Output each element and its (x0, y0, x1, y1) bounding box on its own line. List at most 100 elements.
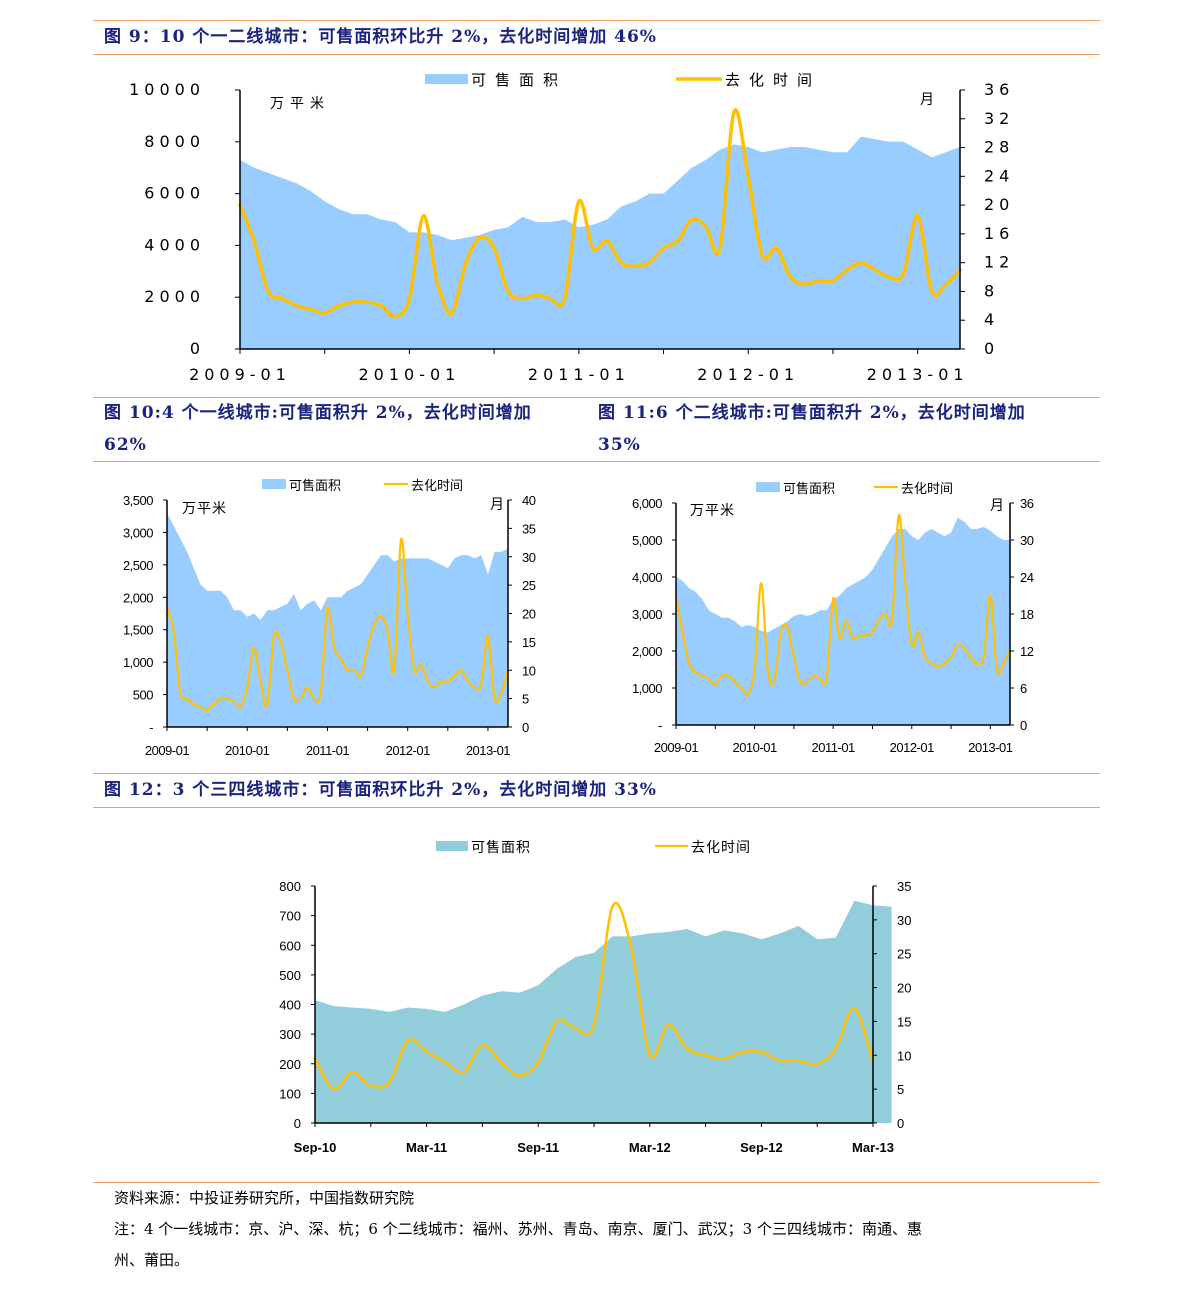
left-tick-label: 4000 (144, 235, 205, 254)
line-series (238, 108, 962, 319)
left-tick-label: 1,500 (123, 623, 153, 638)
right-tick-label: 30 (897, 913, 911, 928)
right-tick-label: 0 (1020, 718, 1027, 733)
x-tick-label: Mar-12 (629, 1140, 671, 1155)
x-tick-label: Mar-13 (852, 1140, 894, 1155)
left-tick-label: 8000 (144, 132, 205, 151)
figure-9-chart: 0 2000 4000 6000 8000 10000 0 4 8 12 16 20 24 28 32 36 2… (0, 60, 1191, 400)
right-tick-label: 15 (522, 635, 536, 650)
right-tick-label: 10 (522, 663, 536, 678)
area-series (167, 513, 508, 727)
right-unit-label: 月 (920, 92, 934, 108)
right-tick-label: 24 (1020, 570, 1034, 585)
divider (93, 54, 1100, 55)
left-tick-label: 600 (279, 938, 301, 953)
right-tick-label: 20 (897, 981, 911, 996)
legend-swatch-area (436, 841, 468, 851)
legend-label-area: 可售面积 (471, 71, 567, 89)
right-tick-label: 6 (1020, 681, 1027, 696)
right-tick-label: 20 (522, 607, 536, 622)
right-tick-label: 12 (1020, 644, 1034, 659)
line-series (165, 537, 510, 712)
right-tick-label: 30 (522, 550, 536, 565)
line-series (674, 514, 1012, 697)
line-series (313, 902, 875, 1091)
x-tick-label: 2009-01 (654, 740, 698, 755)
left-tick-label: 100 (279, 1086, 301, 1101)
right-tick-label: 24 (984, 166, 1014, 185)
x-tick-label: 2010-01 (358, 365, 460, 384)
left-tick-label: 1,000 (632, 681, 662, 696)
left-tick-label: - (149, 720, 153, 735)
right-tick-label: 0 (522, 720, 529, 735)
divider (93, 20, 1100, 21)
left-tick-label: 1,000 (123, 655, 153, 670)
figure-12-title: 图 12：3 个三四线城市：可售面积环比升 2%，去化时间增加 33% (104, 780, 657, 800)
figure-10-chart: - 500 1,000 1,500 2,000 2,500 3,000 3,500 0 5 10 15… (0, 465, 590, 765)
x-tick-label: 2013-01 (867, 365, 969, 384)
x-tick-label: 2012-01 (697, 365, 799, 384)
figure-12-chart: 0 100 200 300 400 500 600 700 800 0 5 10 15 20 25 30 35 S… (0, 825, 1191, 1170)
left-tick-label: 500 (279, 968, 301, 983)
left-tick-label: 700 (279, 909, 301, 924)
area-series (315, 900, 892, 1123)
left-tick-label: 6,000 (632, 496, 662, 511)
left-tick-label: 0 (294, 1116, 301, 1131)
right-tick-label: 8 (984, 281, 999, 300)
left-tick-label: 400 (279, 998, 301, 1013)
left-tick-label: 2,500 (123, 558, 153, 573)
figure-10-title-line1: 图 10:4 个一线城市:可售面积升 2%，去化时间增加 (104, 403, 532, 423)
x-tick-label: Sep-10 (294, 1140, 337, 1155)
figure-11-title-line1: 图 11:6 个二线城市:可售面积升 2%，去化时间增加 (598, 403, 1026, 423)
x-tick-label: Mar-11 (406, 1140, 447, 1155)
figure-11-title-line2: 35% (598, 435, 641, 455)
left-tick-label: 3,500 (123, 493, 153, 508)
divider (93, 1182, 1100, 1183)
x-tick-label: 2011-01 (812, 740, 856, 755)
left-tick-label: 5,000 (632, 533, 662, 548)
right-tick-label: 5 (522, 692, 529, 707)
right-tick-label: 10 (897, 1048, 911, 1063)
x-tick-label: Sep-11 (517, 1140, 559, 1155)
right-tick-label: 0 (984, 339, 999, 358)
divider (93, 397, 1100, 398)
footnote-line1: 注：4 个一线城市：京、沪、深、杭；6 个二线城市：福州、苏州、青岛、南京、厦门… (114, 1220, 922, 1238)
right-tick-label: 28 (984, 138, 1014, 157)
x-tick-label: 2009-01 (145, 743, 189, 758)
figure-11-chart: - 1,000 2,000 3,000 4,000 5,000 6,000 0 6 12 18 24 3… (590, 465, 1191, 765)
left-tick-label: 2000 (144, 287, 205, 306)
legend-label-area: 可售面积 (783, 481, 835, 497)
right-tick-label: 20 (984, 195, 1014, 214)
divider (93, 461, 1100, 462)
legend-swatch-area (425, 74, 468, 84)
right-tick-label: 25 (897, 947, 911, 962)
right-tick-label: 4 (984, 310, 999, 329)
right-tick-label: 18 (1020, 607, 1034, 622)
x-tick-label: 2012-01 (890, 740, 934, 755)
x-tick-label: 2011-01 (528, 365, 630, 384)
left-tick-label: 4,000 (632, 570, 662, 585)
right-tick-label: 16 (984, 224, 1014, 243)
right-tick-label: 35 (522, 521, 536, 536)
right-tick-label: 40 (522, 493, 536, 508)
legend-label-line: 去化时间 (901, 482, 953, 497)
left-tick-label: 6000 (144, 184, 205, 203)
left-tick-label: 2,000 (123, 590, 153, 605)
legend-label-area: 可售面积 (471, 840, 531, 856)
left-tick-label: 200 (279, 1057, 301, 1072)
left-tick-label: 3,000 (123, 525, 153, 540)
left-tick-label: 10000 (129, 80, 205, 99)
x-tick-label: 2011-01 (306, 743, 350, 758)
legend-label-line: 去化时间 (725, 71, 821, 89)
legend-label-area: 可售面积 (289, 478, 341, 494)
right-tick-label: 0 (897, 1116, 904, 1131)
x-tick-label: Sep-12 (740, 1140, 783, 1155)
right-tick-label: 36 (984, 80, 1014, 99)
x-tick-label: 2013-01 (466, 743, 510, 758)
right-tick-label: 15 (897, 1014, 911, 1029)
left-tick-label: 3,000 (632, 607, 662, 622)
legend-swatch-area (756, 482, 780, 492)
left-tick-label: - (658, 718, 662, 733)
divider (93, 807, 1100, 808)
right-tick-label: 25 (522, 578, 536, 593)
